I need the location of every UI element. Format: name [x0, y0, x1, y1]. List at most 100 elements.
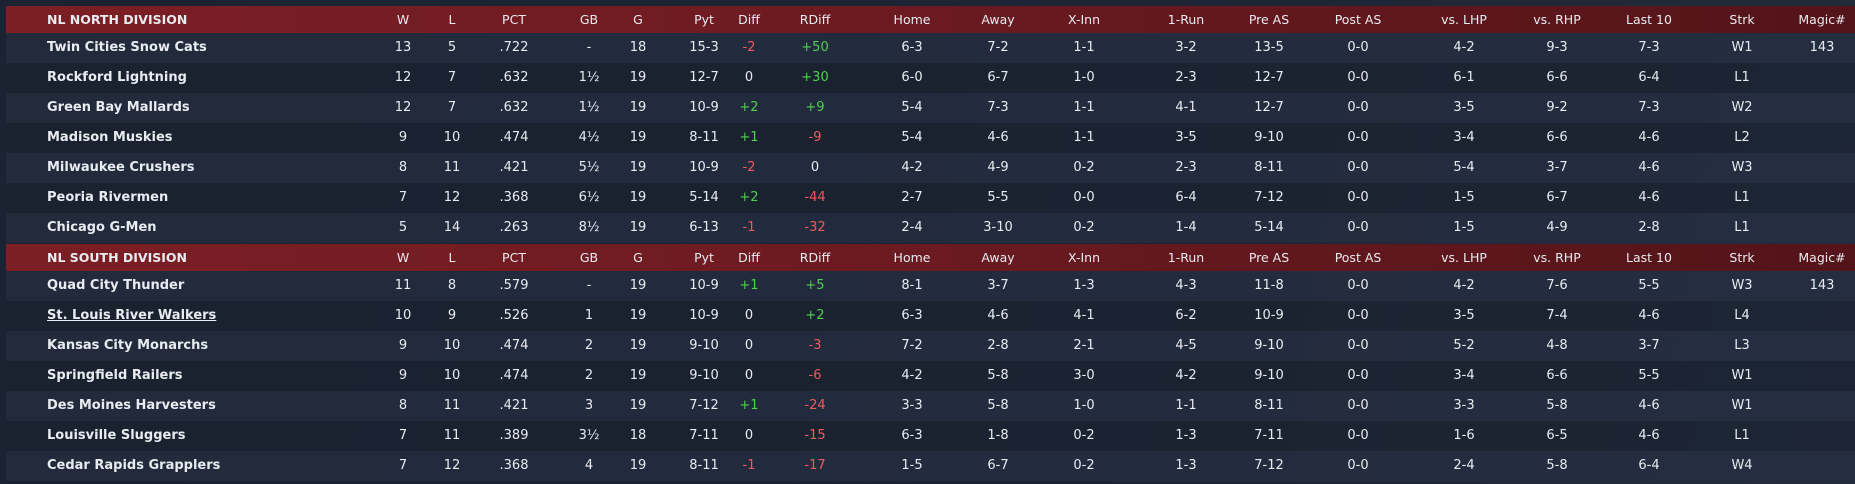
- column-header[interactable]: W: [396, 12, 410, 27]
- team-name[interactable]: Peoria Rivermen: [47, 190, 169, 205]
- column-header[interactable]: Magic#: [1798, 250, 1846, 265]
- team-row[interactable]: Des Moines Harvesters 8 11 .421 3 19 7-12 +1 -24…: [6, 391, 1855, 421]
- column-header[interactable]: GB: [579, 12, 599, 27]
- team-name[interactable]: Kansas City Monarchs: [47, 338, 209, 353]
- column-header[interactable]: Magic#: [1798, 12, 1846, 27]
- team-row[interactable]: Milwaukee Crushers 8 11 .421 5½ 19 10-9 -2 0 4-2 4…: [6, 153, 1855, 183]
- column-header[interactable]: Post AS: [1334, 250, 1382, 265]
- team-name[interactable]: Louisville Sluggers: [47, 428, 186, 443]
- team-name[interactable]: Quad City Thunder: [47, 278, 185, 293]
- stat-cell: 0-2: [1073, 220, 1095, 235]
- column-header[interactable]: vs. LHP: [1441, 12, 1487, 27]
- stat-cell: 19: [629, 368, 647, 383]
- column-header[interactable]: X-Inn: [1068, 250, 1100, 265]
- team-name[interactable]: Des Moines Harvesters: [47, 398, 216, 413]
- stat-cell: -2: [742, 160, 756, 175]
- stat-cell: 6-2: [1175, 308, 1197, 323]
- stat-cell: 2-3: [1175, 160, 1197, 175]
- team-name[interactable]: Cedar Rapids Grapplers: [47, 458, 221, 473]
- team-row[interactable]: Louisville Sluggers 7 11 .389 3½ 18 7-11 0 -15 6-…: [6, 421, 1855, 451]
- stat-cell: 2-8: [1638, 220, 1660, 235]
- stat-cell: 13-5: [1254, 40, 1284, 55]
- column-header[interactable]: GB: [579, 250, 599, 265]
- column-header[interactable]: G: [633, 250, 643, 265]
- column-header[interactable]: RDiff: [799, 250, 831, 265]
- column-header[interactable]: PCT: [502, 12, 526, 27]
- column-header[interactable]: PCT: [502, 250, 526, 265]
- stat-cell: 8-11: [689, 458, 719, 473]
- stat-cell: 6½: [578, 190, 600, 205]
- column-header[interactable]: Away: [981, 250, 1015, 265]
- team-row[interactable]: St. Louis River Walkers 10 9 .526 1 19 10-9 0 +2…: [6, 301, 1855, 331]
- team-row[interactable]: Springfield Railers 9 10 .474 2 19 9-10 0 -6 4-2 5…: [6, 361, 1855, 391]
- stat-cell: 0-0: [1347, 398, 1369, 413]
- stat-cell: 10: [443, 368, 461, 383]
- column-header[interactable]: L: [448, 12, 456, 27]
- column-header[interactable]: G: [633, 12, 643, 27]
- stat-cell: 2: [584, 368, 594, 383]
- stat-cell: 7-2: [901, 338, 923, 353]
- team-row[interactable]: Quad City Thunder 11 8 .579 - 19 10-9 +1 +5 8-1 3-…: [6, 271, 1855, 301]
- column-header[interactable]: 1-Run: [1167, 12, 1205, 27]
- column-header[interactable]: Diff: [738, 250, 760, 265]
- stat-cell: 10: [394, 308, 412, 323]
- team-row[interactable]: Chicago G-Men 5 14 .263 8½ 19 6-13 -1 -32 2-4 3-10…: [6, 213, 1855, 243]
- column-header[interactable]: X-Inn: [1068, 12, 1100, 27]
- column-header[interactable]: Post AS: [1334, 12, 1382, 27]
- team-name[interactable]: Rockford Lightning: [47, 70, 187, 85]
- team-row[interactable]: Madison Muskies 9 10 .474 4½ 19 8-11 +1 -9 5-4 4-6…: [6, 123, 1855, 153]
- team-name[interactable]: Springfield Railers: [47, 368, 183, 383]
- team-name[interactable]: Chicago G-Men: [47, 220, 157, 235]
- column-header[interactable]: Pyt: [694, 250, 714, 265]
- stat-cell: 1-0: [1073, 70, 1095, 85]
- column-header[interactable]: Pre AS: [1248, 12, 1290, 27]
- stat-cell: 4-5: [1175, 338, 1197, 353]
- column-header[interactable]: Diff: [738, 12, 760, 27]
- column-header[interactable]: vs. LHP: [1441, 250, 1487, 265]
- team-row[interactable]: Peoria Rivermen 7 12 .368 6½ 19 5-14 +2 -44 2-7 5-…: [6, 183, 1855, 213]
- stat-cell: 7-3: [1638, 40, 1660, 55]
- stat-cell: 9: [398, 368, 408, 383]
- column-header[interactable]: Last 10: [1626, 12, 1672, 27]
- team-row[interactable]: Rockford Lightning 12 7 .632 1½ 19 12-7 0 +30 6-0…: [6, 63, 1855, 93]
- column-header[interactable]: Home: [893, 12, 931, 27]
- stat-cell: 6-3: [901, 428, 923, 443]
- division-header: NL NORTH DIVISION W L PCT GB G Pyt Diff RDiff Hom…: [6, 6, 1855, 33]
- team-row[interactable]: Twin Cities Snow Cats 13 5 .722 - 18 15-3 -2 +50…: [6, 33, 1855, 63]
- team-name[interactable]: Milwaukee Crushers: [47, 160, 195, 175]
- team-row[interactable]: Cedar Rapids Grapplers 7 12 .368 4 19 8-11 -1 -1…: [6, 451, 1855, 481]
- column-header[interactable]: Strk: [1729, 250, 1755, 265]
- stat-cell: 11: [443, 398, 461, 413]
- column-header[interactable]: W: [396, 250, 410, 265]
- stat-cell: 6-6: [1546, 130, 1568, 145]
- column-header[interactable]: RDiff: [799, 12, 831, 27]
- stat-cell: 15-3: [689, 40, 719, 55]
- stat-cell: 10-9: [689, 308, 719, 323]
- stat-cell: 12-7: [1254, 100, 1284, 115]
- stat-cell: 0-2: [1073, 160, 1095, 175]
- column-header[interactable]: L: [448, 250, 456, 265]
- column-header[interactable]: Pre AS: [1248, 250, 1290, 265]
- team-name[interactable]: St. Louis River Walkers: [47, 308, 217, 323]
- column-header[interactable]: 1-Run: [1167, 250, 1205, 265]
- stat-cell: 7: [447, 70, 457, 85]
- column-header[interactable]: vs. RHP: [1533, 250, 1581, 265]
- team-name[interactable]: Green Bay Mallards: [47, 100, 190, 115]
- stat-cell: 0: [744, 368, 754, 383]
- stat-cell: 10-9: [1254, 308, 1284, 323]
- stat-cell: -17: [804, 458, 826, 473]
- column-header[interactable]: Pyt: [694, 12, 714, 27]
- team-row[interactable]: Green Bay Mallards 12 7 .632 1½ 19 10-9 +2 +9 5-4…: [6, 93, 1855, 123]
- column-header[interactable]: Home: [893, 250, 931, 265]
- column-header[interactable]: Strk: [1729, 12, 1755, 27]
- stat-cell: 1-6: [1453, 428, 1475, 443]
- stat-cell: 10-9: [689, 160, 719, 175]
- team-name[interactable]: Madison Muskies: [47, 130, 173, 145]
- team-name[interactable]: Twin Cities Snow Cats: [47, 40, 207, 55]
- column-header[interactable]: Last 10: [1626, 250, 1672, 265]
- stat-cell: 1-4: [1175, 220, 1197, 235]
- team-row[interactable]: Kansas City Monarchs 9 10 .474 2 19 9-10 0 -3 7-2…: [6, 331, 1855, 361]
- column-header[interactable]: vs. RHP: [1533, 12, 1581, 27]
- column-header[interactable]: Away: [981, 12, 1015, 27]
- stat-cell: 8: [447, 278, 457, 293]
